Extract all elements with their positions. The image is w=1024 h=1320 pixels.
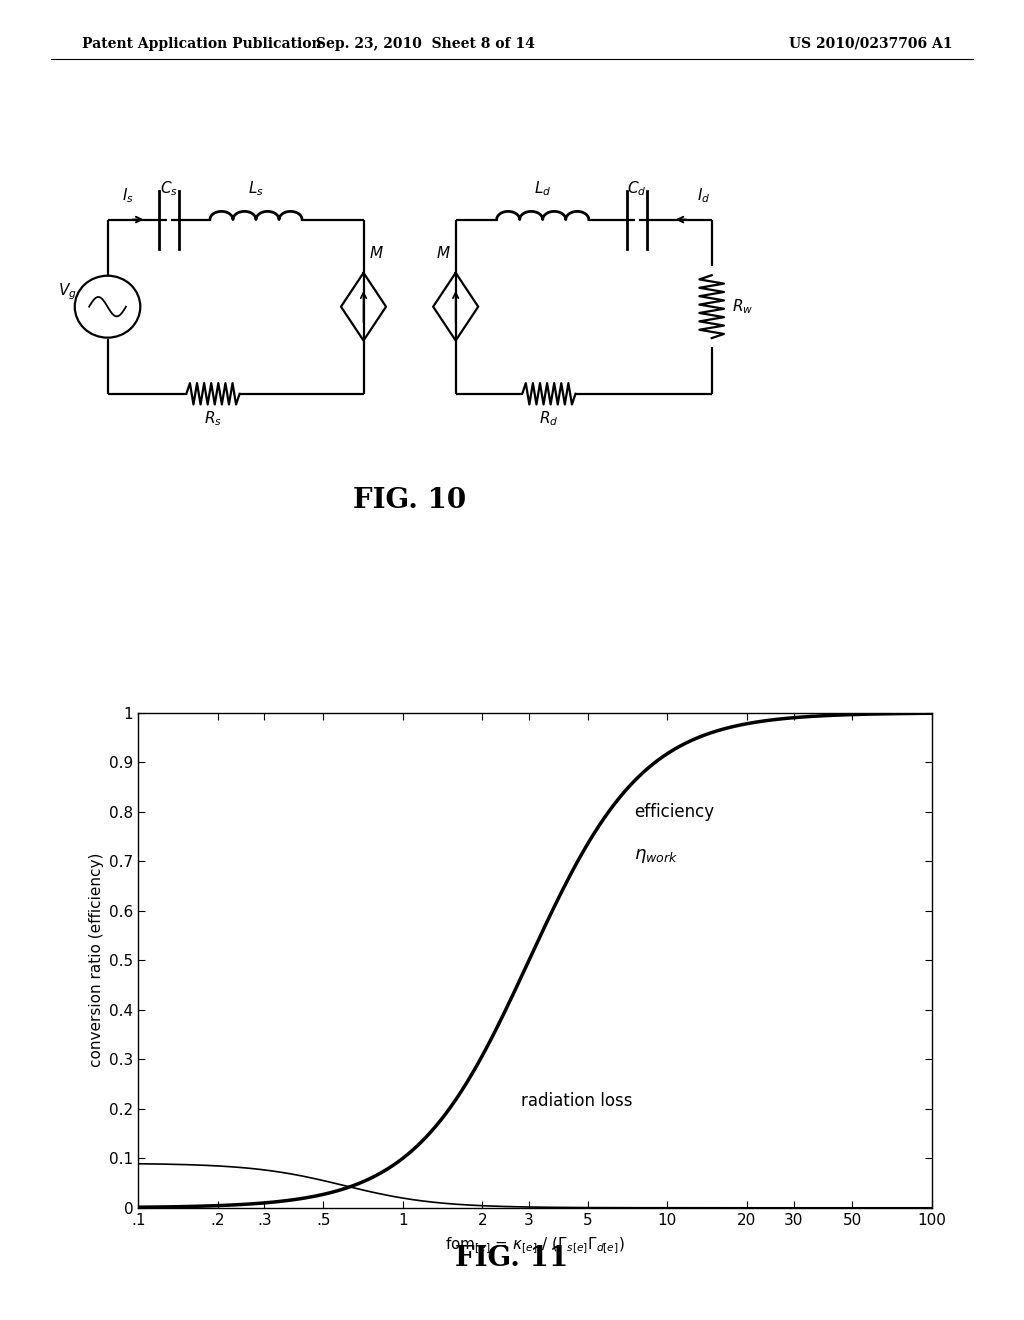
X-axis label: fom$_{[e]}$ = $\kappa$$_{[e]}$ / ($\Gamma_{s[e]}$$\Gamma_{d[e]}$): fom$_{[e]}$ = $\kappa$$_{[e]}$ / ($\Gamm… xyxy=(445,1236,625,1257)
Text: Patent Application Publication: Patent Application Publication xyxy=(82,37,322,51)
Text: FIG. 10: FIG. 10 xyxy=(353,487,466,513)
Text: $L_s$: $L_s$ xyxy=(248,180,264,198)
Text: $M$: $M$ xyxy=(369,246,383,261)
Text: $\eta_{work}$: $\eta_{work}$ xyxy=(634,847,679,866)
Text: $R_w$: $R_w$ xyxy=(732,297,754,315)
Text: radiation loss: radiation loss xyxy=(521,1093,633,1110)
Text: $I_d$: $I_d$ xyxy=(697,186,710,205)
Text: $L_d$: $L_d$ xyxy=(535,180,551,198)
Text: $C_s$: $C_s$ xyxy=(160,180,178,198)
Text: US 2010/0237706 A1: US 2010/0237706 A1 xyxy=(788,37,952,51)
Text: $C_d$: $C_d$ xyxy=(628,180,646,198)
Text: Sep. 23, 2010  Sheet 8 of 14: Sep. 23, 2010 Sheet 8 of 14 xyxy=(315,37,535,51)
Text: $V_g$: $V_g$ xyxy=(58,281,77,302)
Text: FIG. 11: FIG. 11 xyxy=(456,1245,568,1271)
Text: $I_s$: $I_s$ xyxy=(122,186,134,205)
Text: $R_s$: $R_s$ xyxy=(204,409,222,428)
Text: $M$: $M$ xyxy=(436,246,451,261)
Text: efficiency: efficiency xyxy=(634,803,715,821)
Text: $R_d$: $R_d$ xyxy=(540,409,558,428)
Y-axis label: conversion ratio (efficiency): conversion ratio (efficiency) xyxy=(88,853,103,1068)
